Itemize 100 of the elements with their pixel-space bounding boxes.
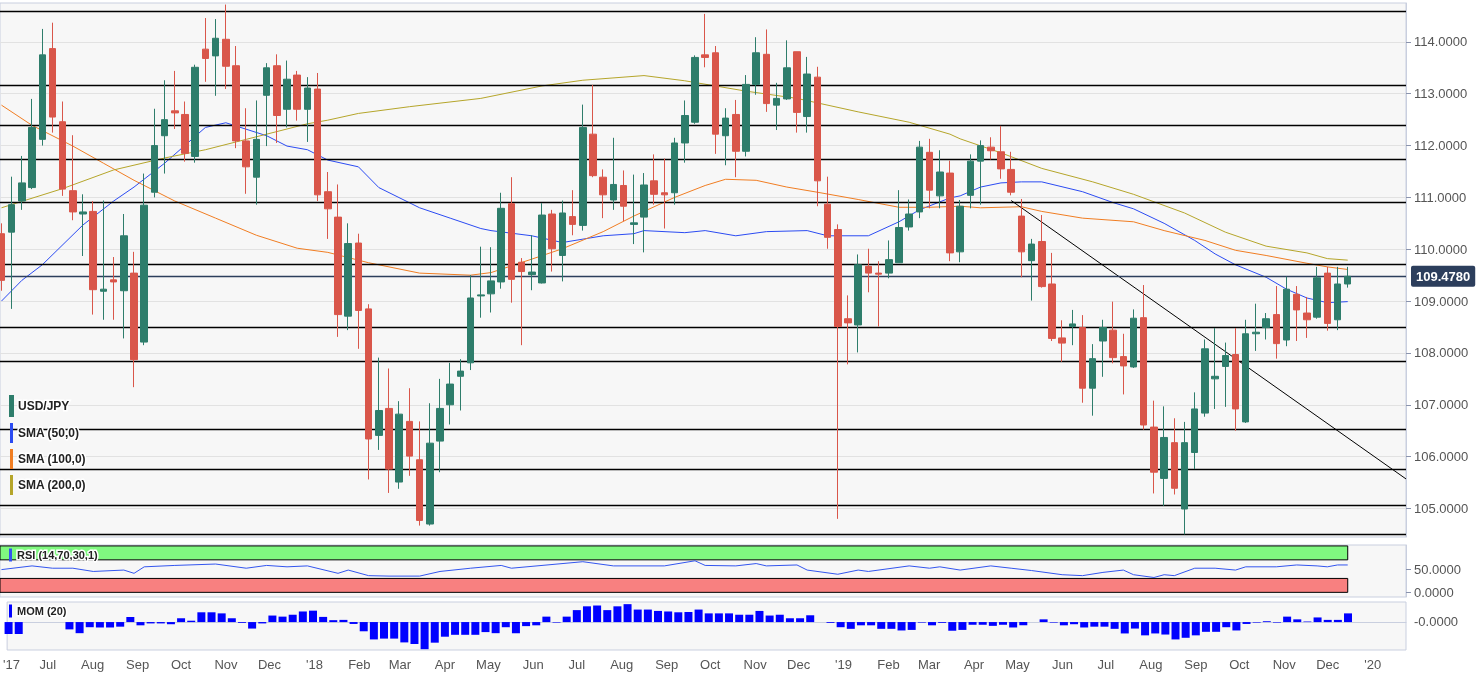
bar: [166, 622, 175, 625]
candlestick: [395, 400, 403, 490]
candlestick: [671, 137, 678, 206]
candlestick: [548, 209, 556, 273]
candlestick: [242, 107, 250, 195]
line-series: [0, 104, 1349, 276]
candlestick: [763, 28, 770, 113]
candlestick: [212, 18, 219, 97]
candlestick: [314, 72, 321, 202]
y-tick-label: 112.0000: [1414, 138, 1468, 154]
candlestick: [630, 174, 638, 245]
y-tick-label: 113.0000: [1414, 86, 1468, 102]
bar: [440, 622, 449, 637]
bar: [308, 610, 317, 623]
candlestick: [1120, 333, 1127, 395]
candlestick: [936, 149, 944, 209]
candlestick: [253, 99, 260, 206]
candlestick: [202, 17, 209, 83]
bar: [227, 618, 236, 623]
candlestick: [304, 76, 311, 143]
candlestick: [987, 136, 995, 161]
x-tick-label: Sep: [1184, 657, 1208, 672]
x-tick-label: May: [1005, 657, 1031, 672]
bar: [1070, 622, 1079, 625]
bar: [1039, 619, 1048, 623]
candlestick: [691, 54, 699, 125]
candlestick: [1273, 285, 1280, 360]
candlestick: [1130, 308, 1137, 369]
x-tick-label: Oct: [700, 657, 721, 672]
bar: [217, 613, 226, 623]
bar: [85, 622, 94, 628]
candlestick: [110, 256, 117, 321]
candlestick: [1099, 319, 1107, 378]
bar: [907, 622, 916, 630]
candlestick: [100, 200, 107, 321]
bar: [1100, 622, 1109, 627]
candlestick: [610, 137, 617, 211]
x-tick-label: Aug: [1139, 657, 1163, 672]
candlestick: [79, 193, 87, 257]
candlestick: [385, 368, 393, 494]
candlestick: [895, 189, 903, 264]
bar: [664, 611, 673, 623]
bar: [1222, 622, 1231, 628]
x-tick-label: Nov: [214, 657, 239, 672]
bar: [887, 622, 896, 629]
bar: [714, 613, 723, 623]
x-tick-label: Jun: [1051, 657, 1073, 672]
x-tick-label: Nov: [743, 657, 768, 672]
y-tick-label: 106.0000: [1414, 449, 1469, 465]
candlestick: [569, 189, 576, 236]
candlestick: [8, 176, 15, 310]
bar: [765, 615, 774, 623]
candlestick: [334, 183, 342, 338]
candlestick: [722, 107, 729, 166]
y-tick-label: 110.0000: [1414, 241, 1468, 257]
candlestick: [875, 260, 882, 328]
line-series: [0, 75, 1349, 261]
x-tick-label: Apr: [963, 657, 985, 672]
candlestick: [191, 64, 199, 164]
bar: [745, 614, 754, 623]
candlestick: [926, 138, 933, 209]
candlestick: [579, 104, 587, 232]
bar: [999, 622, 1008, 625]
bar: [501, 622, 510, 628]
candlestick: [446, 362, 454, 425]
candlestick: [783, 39, 791, 101]
bar: [735, 614, 744, 623]
bar: [958, 622, 967, 630]
bar: [684, 612, 693, 623]
bar: [65, 622, 74, 630]
bar: [461, 622, 470, 635]
line-series: [0, 560, 1349, 578]
bar: [927, 622, 936, 626]
x-tick-label: Dec: [787, 657, 811, 672]
candlestick: [1160, 405, 1168, 507]
candlestick: [1069, 309, 1076, 346]
candlestick: [130, 251, 138, 388]
candlestick: [559, 200, 566, 282]
bar: [542, 616, 551, 623]
bar: [572, 610, 581, 623]
candlestick: [120, 213, 128, 339]
bar: [623, 604, 632, 623]
bar: [755, 610, 764, 623]
legend-label: MOM (20): [17, 605, 67, 617]
candlestick: [467, 274, 474, 371]
bar: [654, 610, 662, 623]
bar: [1080, 622, 1089, 628]
candlestick: [161, 79, 168, 175]
candlestick: [69, 134, 77, 221]
bar: [1212, 622, 1221, 632]
bar: [420, 622, 429, 650]
candlestick: [793, 51, 801, 134]
bar: [1120, 622, 1129, 634]
bar: [836, 622, 845, 628]
y-tick-label: 0.0000: [1414, 584, 1454, 600]
candlestick: [1283, 276, 1290, 347]
candlestick: [518, 257, 525, 346]
bar: [4, 622, 13, 634]
candlestick: [1181, 421, 1188, 535]
x-tick-label: '18: [305, 657, 323, 672]
